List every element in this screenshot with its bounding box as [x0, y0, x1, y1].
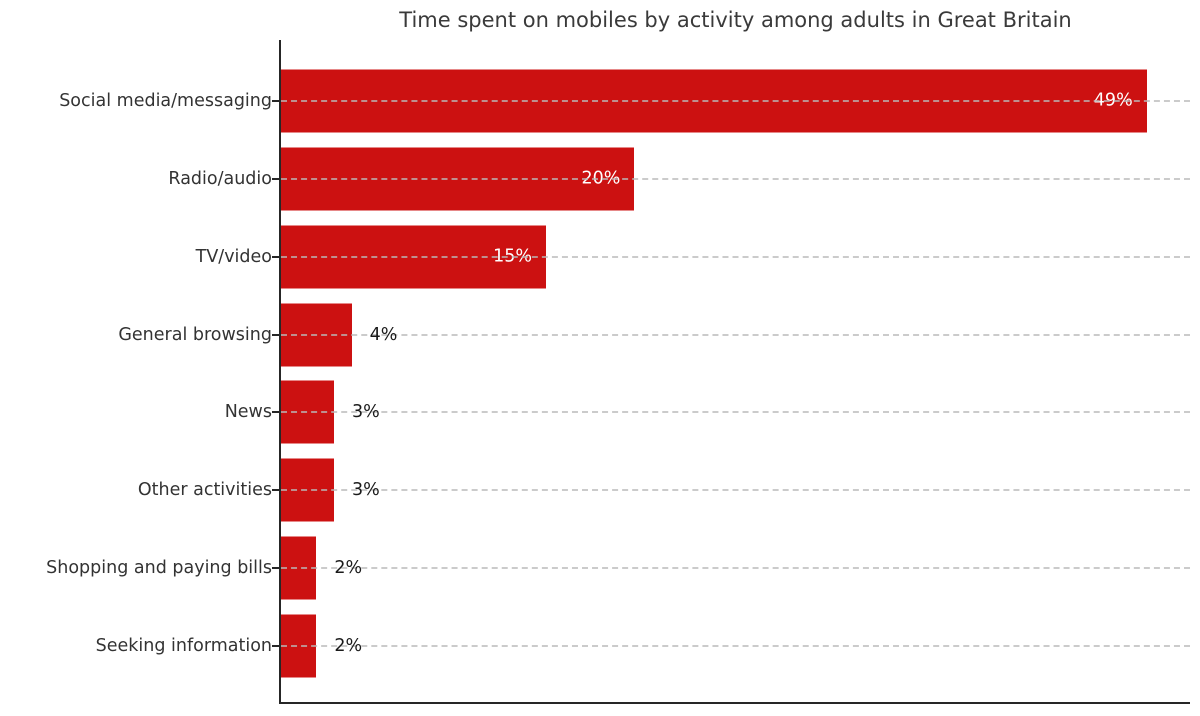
category-row: Seeking information 2% [96, 607, 1190, 685]
category-row: Radio/audio 20% [168, 140, 1190, 218]
category-label: News [224, 402, 272, 423]
gridline [281, 567, 1190, 570]
category-row: General browsing 4% [118, 296, 1190, 374]
category-row: Shopping and paying bills 2% [46, 529, 1190, 607]
value-label: 3% [352, 402, 380, 423]
category-row: Social media/messaging 49% [59, 62, 1190, 140]
category-label: Other activities [137, 480, 272, 501]
x-axis-line [279, 702, 1190, 704]
category-label: TV/video [195, 246, 272, 267]
y-axis-tick [272, 255, 279, 258]
category-row: Other activities 3% [138, 451, 1190, 529]
gridline [281, 489, 1190, 492]
category-label: General browsing [118, 324, 272, 345]
y-axis-tick [272, 99, 279, 102]
category-label: Seeking information [95, 636, 272, 657]
plot-area: Social media/messaging 49% Radio/audio 20% T… [46, 40, 1190, 704]
y-axis-tick [272, 489, 279, 492]
gridline [281, 411, 1190, 414]
gridline [281, 99, 1190, 102]
gridline [281, 177, 1190, 180]
category-label: Social media/messaging [59, 90, 272, 111]
category-row: TV/video 15% [196, 218, 1190, 296]
value-label: 3% [352, 480, 380, 501]
value-label: 2% [334, 636, 363, 657]
value-label: 4% [369, 324, 398, 345]
y-axis-tick [272, 333, 279, 336]
gridline [281, 255, 1190, 258]
y-axis-tick [272, 177, 279, 180]
y-axis-tick [272, 645, 279, 648]
y-axis-tick [272, 411, 279, 414]
y-axis-line [279, 40, 281, 704]
plot-rows: Social media/messaging 49% Radio/audio 20% T… [46, 62, 1190, 685]
category-label: Shopping and paying bills [46, 558, 272, 579]
chart-title: Time spent on mobiles by activity among … [399, 8, 1072, 32]
value-label: 2% [334, 558, 363, 579]
gridline [281, 645, 1190, 648]
y-axis-tick [272, 567, 279, 570]
gridline [281, 333, 1190, 336]
category-label: Radio/audio [168, 168, 272, 189]
category-row: News 3% [225, 374, 1190, 452]
